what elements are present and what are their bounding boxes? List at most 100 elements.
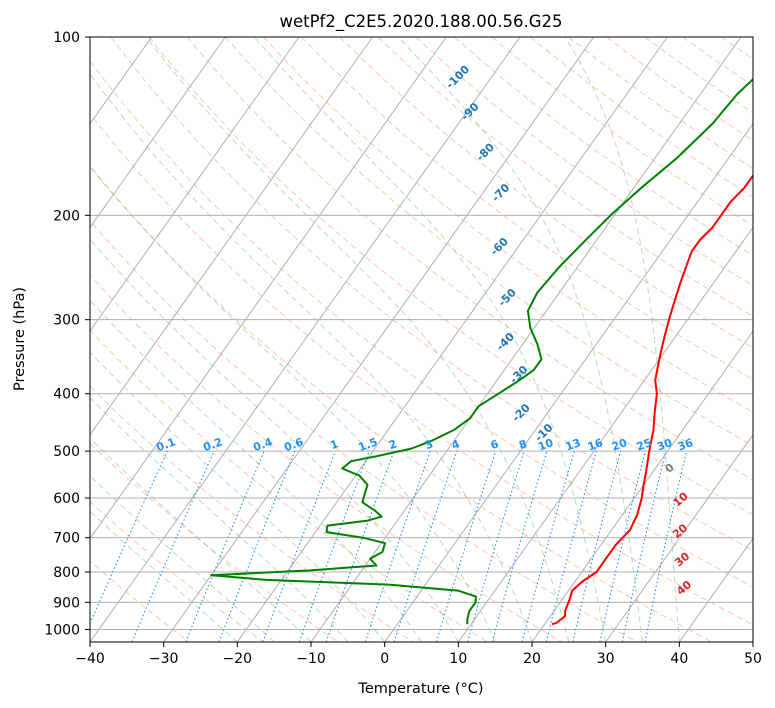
- moist-adiabat: [90, 351, 386, 642]
- mixing-ratio-line: [325, 450, 395, 642]
- series-layer: [210, 77, 753, 626]
- grid-lines: [0, 37, 753, 642]
- dry-adiabat: [339, 37, 753, 349]
- mixing-ratio-line: [90, 450, 168, 625]
- mixing-ratio-label: 20: [610, 436, 629, 454]
- chart-title: wetPf2_C2E5.2020.188.00.56.G25: [279, 12, 562, 32]
- dry-adiabat: [90, 442, 339, 642]
- dry-adiabat-label: 10: [671, 489, 691, 509]
- dry-adiabat: [90, 385, 414, 642]
- y-axis: 100 200 300 400 500 600 700 800 900 1000: [44, 30, 90, 638]
- isotherm-gridline: [0, 37, 4, 642]
- dry-adiabat: [90, 329, 488, 642]
- moist-adiabat-label: -60: [488, 235, 511, 258]
- x-axis: −40 −30 −20 −10 0 10 20 30 40 50: [75, 642, 762, 667]
- isotherm-gridline: [457, 226, 753, 642]
- y-tick-label: 400: [53, 387, 80, 403]
- mixing-ratio-line: [131, 450, 215, 642]
- mixing-ratio-line: [491, 450, 548, 642]
- x-tick-label: −30: [149, 651, 179, 667]
- moist-adiabat: [90, 164, 496, 642]
- moist-adiabat: [90, 73, 533, 642]
- moist-adiabat-label: -100: [443, 63, 472, 92]
- background-adiabats: [90, 37, 775, 642]
- moist-adiabat: [90, 396, 349, 642]
- moist-adiabat: [90, 510, 238, 642]
- dry-adiabat: [377, 37, 753, 317]
- x-tick-label: −10: [296, 651, 326, 667]
- isotherm-gridline: [752, 641, 753, 642]
- mixing-ratio-label: 2: [387, 437, 399, 452]
- dry-adiabat: [90, 166, 712, 642]
- moist-adiabat: [90, 437, 312, 642]
- dry-adiabat: [415, 37, 753, 287]
- dry-adiabat: [90, 113, 753, 626]
- y-tick-label: 100: [53, 30, 80, 46]
- mixing-ratio-label: 10: [536, 436, 555, 454]
- mixing-ratio-line: [644, 450, 688, 642]
- isotherm-gridline: [384, 122, 753, 642]
- dry-adiabat-label: 20: [670, 521, 690, 541]
- isotherm-gridline: [90, 37, 447, 540]
- dry-adiabat: [682, 37, 753, 87]
- mixing-ratio-label: 1: [328, 437, 340, 452]
- y-tick-label: 500: [53, 444, 80, 460]
- mixing-ratio-line: [466, 450, 525, 642]
- moist-adiabat-label: -40: [494, 330, 517, 353]
- mixing-ratio-label: 0.6: [282, 435, 305, 454]
- moist-adiabat-label: -90: [458, 100, 481, 123]
- temperature-profile-line: [551, 173, 753, 626]
- isotherm-gridline: [90, 37, 521, 642]
- mixing-ratio-line: [262, 450, 337, 642]
- y-axis-label: Pressure (hPa): [12, 287, 28, 391]
- dry-adiabat: [301, 37, 753, 381]
- isotherm-gridline: [605, 433, 753, 642]
- moist-adiabat: [90, 475, 275, 642]
- dry-adiabat: [90, 220, 638, 642]
- mixing-ratio-label: 8: [517, 437, 529, 452]
- dry-adiabat: [759, 37, 775, 642]
- moist-adiabat: [564, 37, 680, 642]
- dry-adiabat: [90, 60, 753, 588]
- moist-adiabat: [90, 238, 459, 642]
- moist-adiabat: [253, 37, 607, 642]
- dry-adiabat-label: 40: [674, 578, 694, 598]
- x-tick-label: −40: [75, 651, 105, 667]
- dry-adiabat: [224, 37, 753, 447]
- mixing-ratio-label: 0.1: [155, 435, 178, 454]
- x-tick-label: 50: [744, 651, 762, 667]
- mixing-ratio-line: [599, 450, 646, 642]
- isotherm-gridline: [90, 37, 374, 436]
- mixing-ratio-line: [185, 450, 265, 642]
- y-tick-label: 300: [53, 313, 80, 329]
- moist-adiabat-label: -50: [496, 286, 519, 309]
- y-tick-label: 200: [53, 208, 80, 224]
- dry-adiabat: [90, 274, 563, 642]
- y-tick-label: 700: [53, 531, 80, 547]
- mixing-ratio-line: [435, 450, 497, 642]
- mixing-ratio-line: [218, 450, 296, 642]
- mixing-ratio-lines: [90, 450, 688, 642]
- dry-adiabat-label: 0: [663, 461, 677, 476]
- plot-frame: [89, 36, 754, 643]
- mixing-ratio-label: 6: [489, 437, 501, 452]
- dry-adiabat: [90, 500, 264, 642]
- y-tick-label: 900: [53, 595, 80, 611]
- moist-adiabat-label: -20: [510, 401, 533, 424]
- isotherm-gridline: [90, 37, 226, 229]
- mixing-ratio-line: [521, 450, 575, 642]
- isotherm-gridline: [678, 537, 753, 642]
- mixing-ratio-label: 13: [564, 436, 583, 453]
- mixing-ratio-label: 25: [635, 436, 654, 453]
- mixing-ratio-label: 4: [450, 437, 462, 452]
- mixing-ratio-line: [621, 450, 667, 642]
- annotation-layer: 0.1 0.2 0.4 0.6 1 1.5 2 3 4 6 8 10 13 16 20 25 30 36 -100 -…: [155, 63, 696, 598]
- dry-adiabat: [263, 37, 753, 413]
- x-tick-label: −20: [223, 651, 253, 667]
- x-tick-label: 40: [670, 651, 688, 667]
- x-tick-label: 0: [380, 651, 389, 667]
- isotherm-gridline: [163, 37, 595, 642]
- dry-adiabat: [186, 37, 753, 481]
- mixing-ratio-label: 30: [655, 436, 674, 454]
